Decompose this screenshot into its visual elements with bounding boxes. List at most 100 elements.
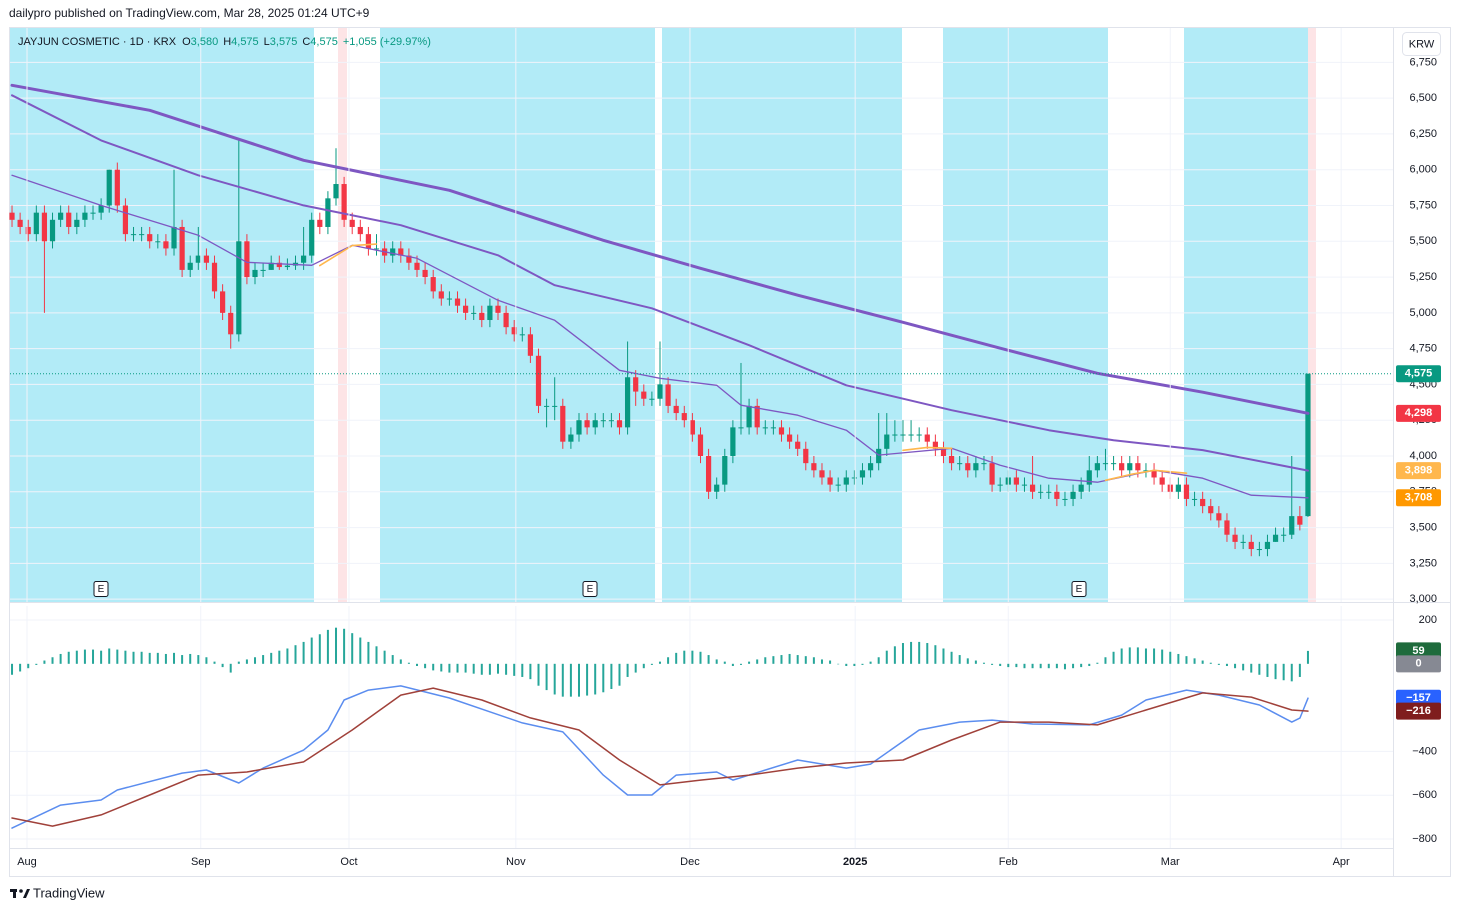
histogram-bar xyxy=(796,655,799,664)
axis-value-box xyxy=(1396,404,1441,422)
candle-body xyxy=(1272,534,1279,542)
candle-body xyxy=(997,484,1003,486)
indicator-line xyxy=(11,687,1309,827)
candle-body xyxy=(203,255,210,263)
histogram-bar xyxy=(642,663,645,669)
candle-body xyxy=(1224,520,1230,535)
histogram-bar xyxy=(1282,663,1285,681)
histogram-bar xyxy=(804,656,807,664)
histogram-bar xyxy=(1031,663,1034,669)
plot: 3,0003,2503,5003,7504,0004,2504,5004,750… xyxy=(9,28,1441,868)
currency-label[interactable]: KRW xyxy=(1409,38,1435,50)
candle-body xyxy=(33,212,39,235)
histogram-bar xyxy=(553,663,556,695)
histogram-bar xyxy=(189,653,192,664)
histogram-bar xyxy=(982,662,985,664)
histogram-bar xyxy=(1153,648,1156,664)
candle-body xyxy=(705,455,712,492)
histogram-bar xyxy=(691,650,694,664)
candle-body xyxy=(1046,491,1052,493)
histogram-bar xyxy=(837,663,840,665)
histogram-bar xyxy=(302,641,305,664)
session-bands xyxy=(10,28,1316,602)
candle-body xyxy=(624,377,631,428)
candle-body xyxy=(697,434,704,456)
candle-body xyxy=(867,463,874,471)
axis-value-box xyxy=(1396,489,1441,507)
candle-body xyxy=(1062,498,1068,500)
band xyxy=(662,28,902,602)
axis-value-label: −216 xyxy=(1406,705,1431,717)
histogram-bar xyxy=(1258,663,1261,675)
candle-body xyxy=(689,420,695,435)
histogram-bar xyxy=(164,653,167,664)
histogram-bar xyxy=(521,663,524,677)
histogram-bar xyxy=(748,661,751,664)
histogram-bar xyxy=(885,650,888,664)
currency-button[interactable]: KRW xyxy=(1402,32,1441,56)
histogram-bar xyxy=(245,659,248,664)
candle-body xyxy=(479,312,485,321)
histogram-bar xyxy=(35,663,38,665)
histogram-bar xyxy=(731,663,734,667)
histogram-bar xyxy=(343,628,346,664)
histogram-bar xyxy=(561,663,564,697)
candle-body xyxy=(608,420,614,422)
candle-body xyxy=(1305,373,1311,517)
y-tick-label: 5,750 xyxy=(1409,199,1437,211)
histogram-bar xyxy=(756,659,759,664)
histogram-bar xyxy=(1274,663,1277,680)
histogram-bar xyxy=(116,649,119,664)
axis-value-box xyxy=(1396,655,1441,673)
earnings-marker xyxy=(582,581,598,597)
histogram-bar xyxy=(950,651,953,664)
histogram-bar xyxy=(1201,660,1204,664)
y-tick-label: 6,250 xyxy=(1409,128,1437,140)
candle-body xyxy=(422,269,428,278)
candle-body xyxy=(1256,549,1262,551)
candle-body xyxy=(795,441,801,449)
candle-body xyxy=(649,398,655,400)
candle-body xyxy=(341,184,347,220)
candle-body xyxy=(916,434,922,436)
candle-body xyxy=(276,262,282,268)
histogram-bar xyxy=(812,657,815,664)
histogram-bar xyxy=(513,663,516,676)
y-tick-label: 5,250 xyxy=(1409,271,1437,283)
histogram-bar xyxy=(1185,656,1188,664)
histogram-bar xyxy=(618,663,621,686)
candle-body xyxy=(187,262,193,270)
histogram-bar xyxy=(626,663,629,677)
histogram-bar xyxy=(27,663,30,669)
histogram-bar xyxy=(974,660,977,664)
candle-body xyxy=(430,277,436,292)
axis-value-box xyxy=(1396,689,1441,707)
histogram-bar xyxy=(229,663,232,673)
candle-body xyxy=(503,312,509,328)
candle-body xyxy=(236,241,242,335)
candle-body xyxy=(835,484,841,486)
candle-body xyxy=(1191,498,1198,500)
candle-body xyxy=(1208,506,1214,514)
candle-body xyxy=(1054,491,1060,499)
candle-body xyxy=(122,205,129,235)
y-tick-label: 6,750 xyxy=(1409,56,1437,68)
axis-value-label: 4,575 xyxy=(1405,368,1433,380)
histogram-bar xyxy=(1072,663,1075,669)
candle-body xyxy=(211,262,218,292)
histogram-bar xyxy=(156,652,159,664)
candle-body xyxy=(1021,484,1028,486)
histogram-bar xyxy=(11,663,14,675)
histogram-bar xyxy=(456,663,459,673)
histogram-bar xyxy=(991,663,994,665)
histogram-bar xyxy=(1007,663,1010,668)
histogram-bar xyxy=(318,634,321,664)
band xyxy=(1184,28,1308,602)
candle-body xyxy=(616,420,623,428)
histogram-bar xyxy=(237,661,240,664)
y-tick-label: 3,250 xyxy=(1409,557,1437,569)
histogram-bar xyxy=(966,658,969,664)
currency-button-box[interactable] xyxy=(1402,32,1441,56)
candle-body xyxy=(487,305,493,321)
